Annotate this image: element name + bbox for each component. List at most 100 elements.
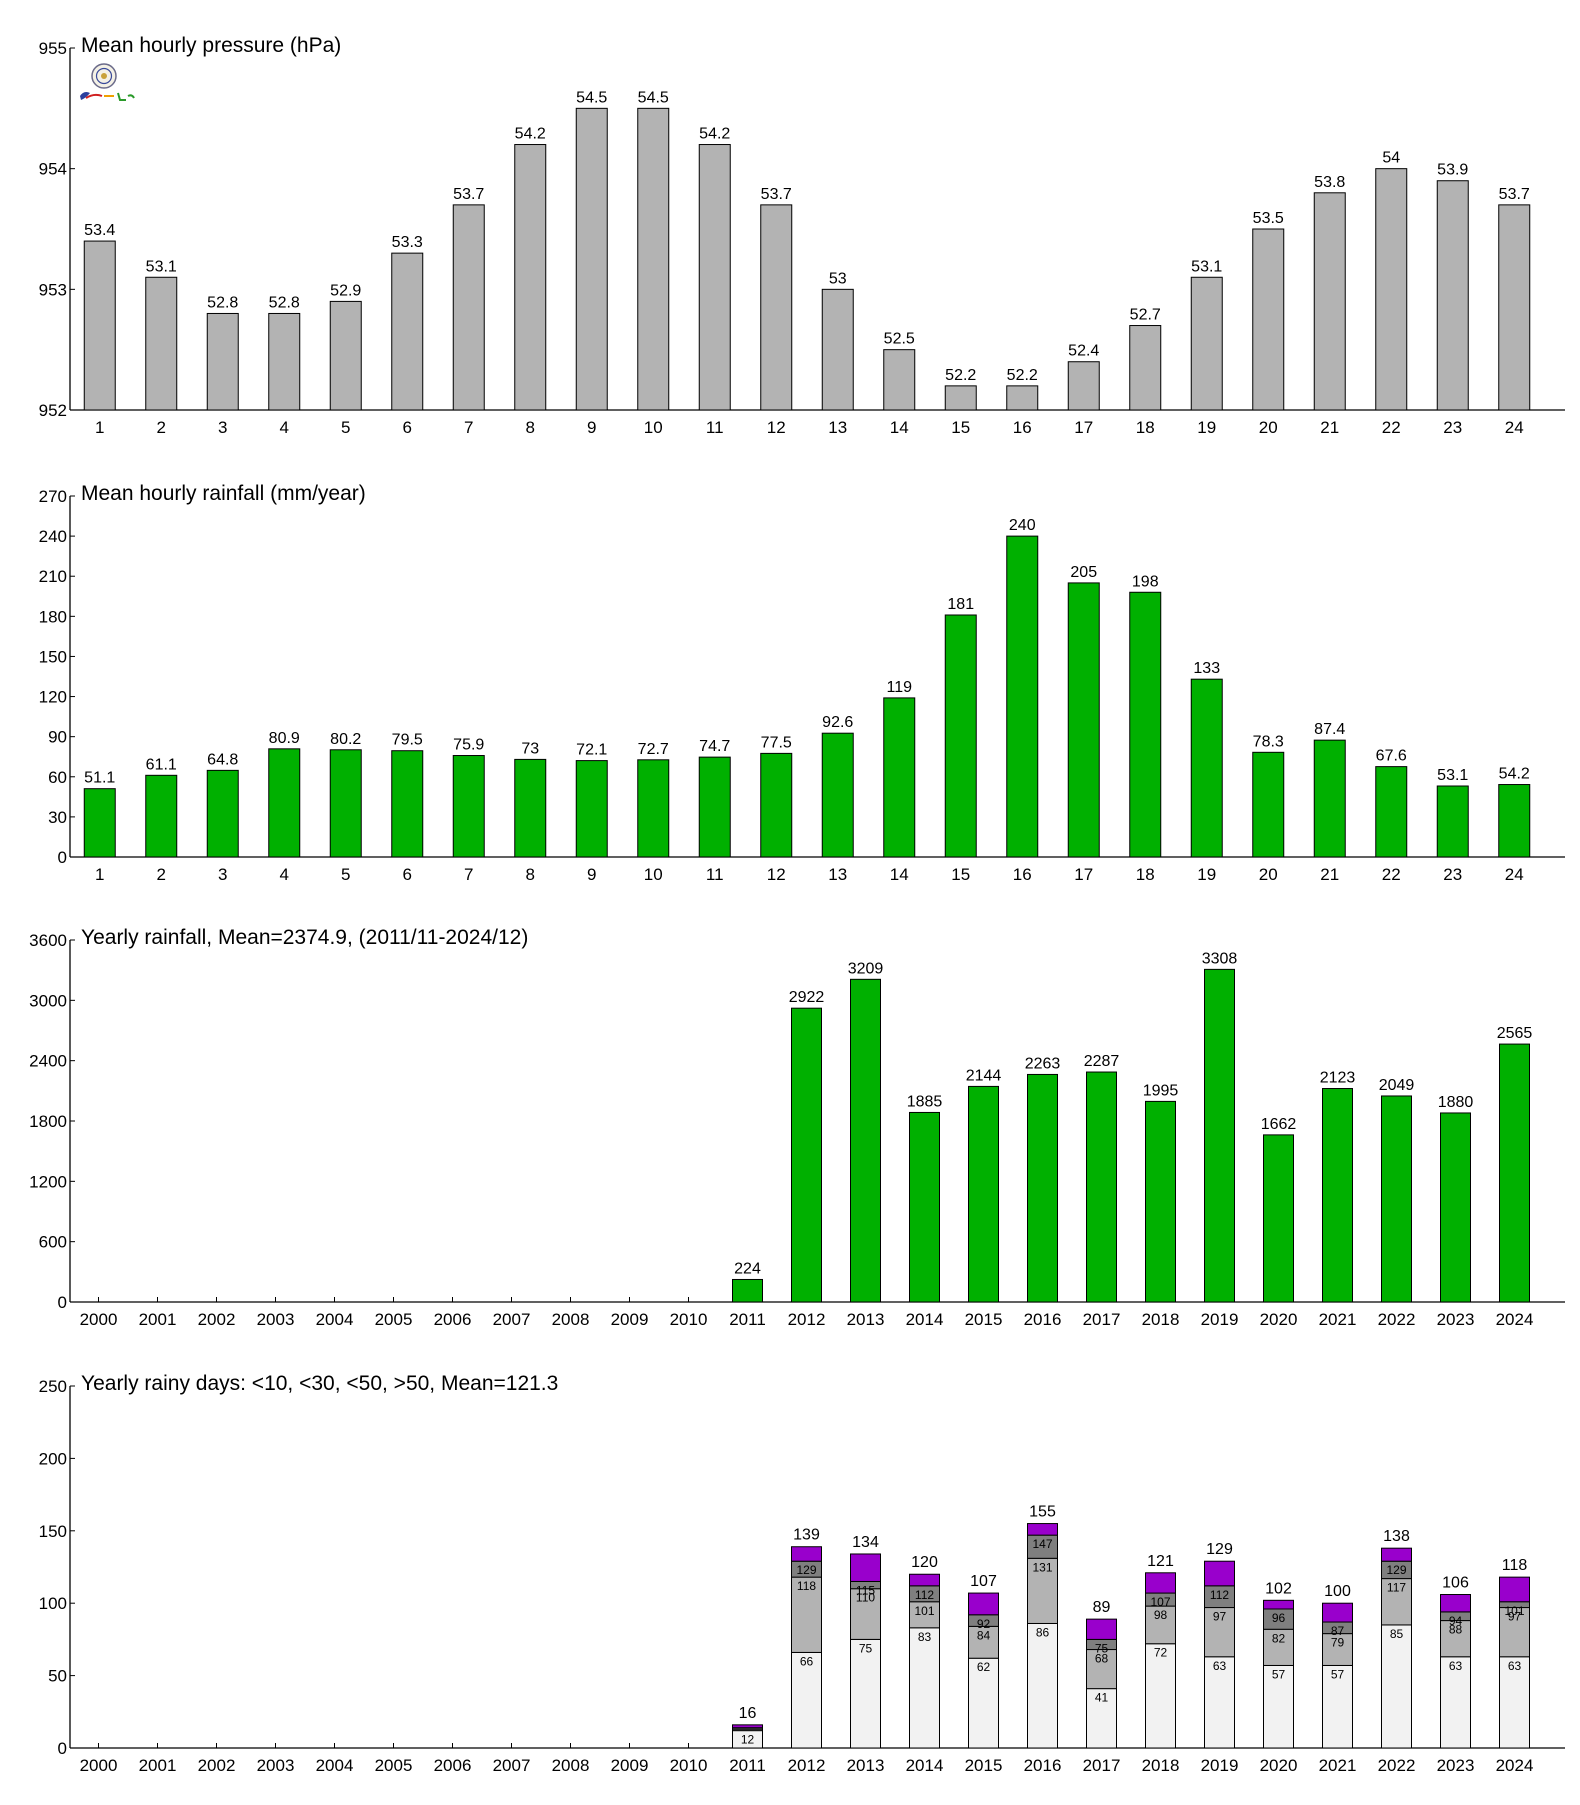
chart-title: Yearly rainy days: <10, <30, <50, >50, M… [81, 1372, 558, 1395]
bar [575, 760, 608, 858]
bar-value-label: 240 [1009, 517, 1036, 534]
x-tick-label: 15 [951, 865, 970, 884]
x-tick-label: 2015 [965, 1756, 1003, 1775]
segment-label: 12 [741, 1733, 755, 1747]
segment-label: 97 [1508, 1610, 1522, 1624]
segment-label: 57 [1331, 1667, 1345, 1681]
stacked-bar-segment [850, 1588, 881, 1640]
bar [206, 312, 239, 411]
bar-value-label: 1995 [1143, 1082, 1179, 1099]
bar [268, 312, 301, 411]
x-tick-label: 2010 [670, 1756, 708, 1775]
x-tick-label: 2022 [1378, 1310, 1416, 1329]
bar-value-label: 3308 [1202, 950, 1238, 967]
segment-label: 101 [1504, 1604, 1524, 1618]
x-tick-label: 2010 [670, 1310, 708, 1329]
bar [1436, 180, 1469, 411]
stacked-bar-segment [1499, 1576, 1530, 1603]
stacked-bar-segment [1322, 1633, 1353, 1666]
x-tick-label: 3 [218, 865, 227, 884]
bar-value-label: 52.4 [1068, 343, 1099, 360]
segment-label: 96 [1272, 1611, 1286, 1625]
bar-value-label: 53.4 [84, 222, 115, 239]
bar-total-label: 118 [1502, 1557, 1528, 1574]
bar [575, 107, 608, 411]
segment-label: 112 [1210, 1588, 1229, 1602]
x-tick-label: 11 [706, 865, 724, 884]
stacked-bar-segment [1499, 1656, 1530, 1749]
x-tick-label: 23 [1443, 418, 1462, 437]
stacked-bar-segment [1027, 1622, 1058, 1749]
stacked-bar-segment [1204, 1656, 1235, 1749]
x-tick-label: 2007 [493, 1756, 531, 1775]
bar [83, 788, 116, 858]
bar [1129, 325, 1162, 411]
bar-value-label: 2123 [1320, 1070, 1356, 1087]
bar [732, 1278, 763, 1303]
x-tick-label: 2009 [611, 1310, 649, 1329]
bar-value-label: 2144 [966, 1067, 1002, 1084]
bar-value-label: 119 [886, 679, 912, 696]
bar [1440, 1112, 1471, 1303]
x-tick-label: 2011 [729, 1310, 766, 1329]
stacked-bar-segment [1263, 1628, 1294, 1666]
x-tick-label: 2019 [1201, 1756, 1239, 1775]
bar-value-label: 53.7 [453, 186, 484, 203]
stacked-bar-segment [1027, 1523, 1058, 1536]
stacked-bar-segment [791, 1546, 822, 1562]
stacked-bar-segment [1263, 1599, 1294, 1610]
x-tick-label: 2008 [552, 1310, 590, 1329]
bar-value-label: 2922 [789, 989, 825, 1006]
x-tick-label: 2018 [1142, 1310, 1180, 1329]
bar [145, 774, 178, 858]
x-tick-label: 2011 [729, 1756, 766, 1775]
x-tick-label: 1 [95, 418, 104, 437]
bar-value-label: 54 [1382, 150, 1400, 167]
x-tick-label: 7 [464, 865, 473, 884]
segment-label: 86 [1036, 1625, 1050, 1639]
bar [1263, 1134, 1294, 1303]
bar-value-label: 73 [521, 740, 539, 757]
x-tick-label: 2005 [375, 1756, 413, 1775]
segment-label: 62 [977, 1660, 991, 1674]
bar-value-label: 54.2 [699, 126, 730, 143]
x-tick-label: 2004 [316, 1756, 354, 1775]
segment-label: 88 [1449, 1623, 1463, 1637]
x-tick-label: 15 [951, 418, 970, 437]
bar [514, 144, 547, 411]
bar-total-label: 139 [793, 1527, 820, 1544]
y-tick-label: 120 [39, 688, 67, 707]
bar-value-label: 78.3 [1253, 733, 1284, 750]
bar-value-label: 2263 [1025, 1055, 1061, 1072]
y-tick-label: 0 [58, 1293, 67, 1312]
x-tick-label: 19 [1197, 418, 1216, 437]
segment-label: 87 [1331, 1624, 1345, 1638]
bar-value-label: 79.5 [392, 732, 423, 749]
bar-value-label: 54.5 [638, 89, 669, 106]
x-tick-label: 13 [828, 418, 847, 437]
stacked-bar-segment [1086, 1618, 1117, 1640]
x-tick-label: 2001 [139, 1310, 177, 1329]
x-tick-label: 2021 [1319, 1310, 1357, 1329]
stacked-bar-segment [1440, 1620, 1471, 1658]
stacked-bar-segment [968, 1592, 999, 1616]
bar-total-label: 120 [911, 1554, 938, 1571]
x-tick-label: 12 [767, 865, 786, 884]
bar-value-label: 74.7 [699, 738, 730, 755]
y-tick-label: 0 [58, 848, 67, 867]
bar [850, 978, 881, 1303]
bar-value-label: 80.9 [269, 730, 300, 747]
bar-value-label: 53.9 [1437, 162, 1468, 179]
x-tick-label: 2001 [139, 1756, 177, 1775]
y-tick-label: 60 [48, 768, 67, 787]
bar-value-label: 52.8 [207, 294, 238, 311]
bar [514, 758, 547, 858]
x-tick-label: 2007 [493, 1310, 531, 1329]
bar-value-label: 67.6 [1376, 748, 1407, 765]
x-tick-label: 24 [1505, 418, 1524, 437]
segment-label: 94 [1449, 1614, 1463, 1628]
x-tick-label: 2003 [257, 1310, 295, 1329]
x-tick-label: 10 [644, 418, 663, 437]
bar-value-label: 2565 [1497, 1025, 1533, 1042]
